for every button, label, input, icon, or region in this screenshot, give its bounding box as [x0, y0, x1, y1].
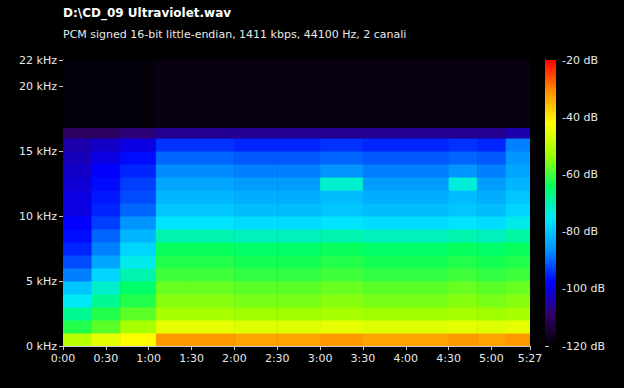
svg-text:D:\CD_09 Ultraviolet.wav: D:\CD_09 Ultraviolet.wav	[63, 6, 231, 21]
svg-text:10 kHz: 10 kHz	[19, 210, 57, 223]
svg-text:-20 dB: -20 dB	[562, 54, 598, 67]
svg-text:-40 dB: -40 dB	[562, 111, 598, 124]
svg-text:0 kHz: 0 kHz	[26, 340, 57, 353]
svg-text:PCM signed 16-bit little-endia: PCM signed 16-bit little-endian, 1411 kb…	[63, 28, 406, 41]
svg-text:5 kHz: 5 kHz	[26, 275, 57, 288]
svg-text:4:00: 4:00	[393, 352, 418, 365]
svg-text:3:00: 3:00	[308, 352, 333, 365]
svg-text:5:00: 5:00	[479, 352, 504, 365]
svg-text:20 kHz: 20 kHz	[19, 80, 57, 93]
svg-text:-80 dB: -80 dB	[562, 225, 598, 238]
svg-text:0:00: 0:00	[51, 352, 76, 365]
svg-text:0:30: 0:30	[93, 352, 118, 365]
svg-text:-100 dB: -100 dB	[562, 282, 605, 295]
svg-text:1:30: 1:30	[179, 352, 204, 365]
svg-text:4:30: 4:30	[436, 352, 461, 365]
svg-text:3:30: 3:30	[351, 352, 376, 365]
svg-text:5:27: 5:27	[518, 352, 543, 365]
svg-text:1:00: 1:00	[136, 352, 161, 365]
svg-text:-60 dB: -60 dB	[562, 168, 598, 181]
svg-text:-120 dB: -120 dB	[562, 340, 605, 353]
svg-text:22 kHz: 22 kHz	[19, 54, 57, 67]
svg-text:2:00: 2:00	[222, 352, 247, 365]
svg-text:2:30: 2:30	[265, 352, 290, 365]
svg-text:15 kHz: 15 kHz	[19, 145, 57, 158]
